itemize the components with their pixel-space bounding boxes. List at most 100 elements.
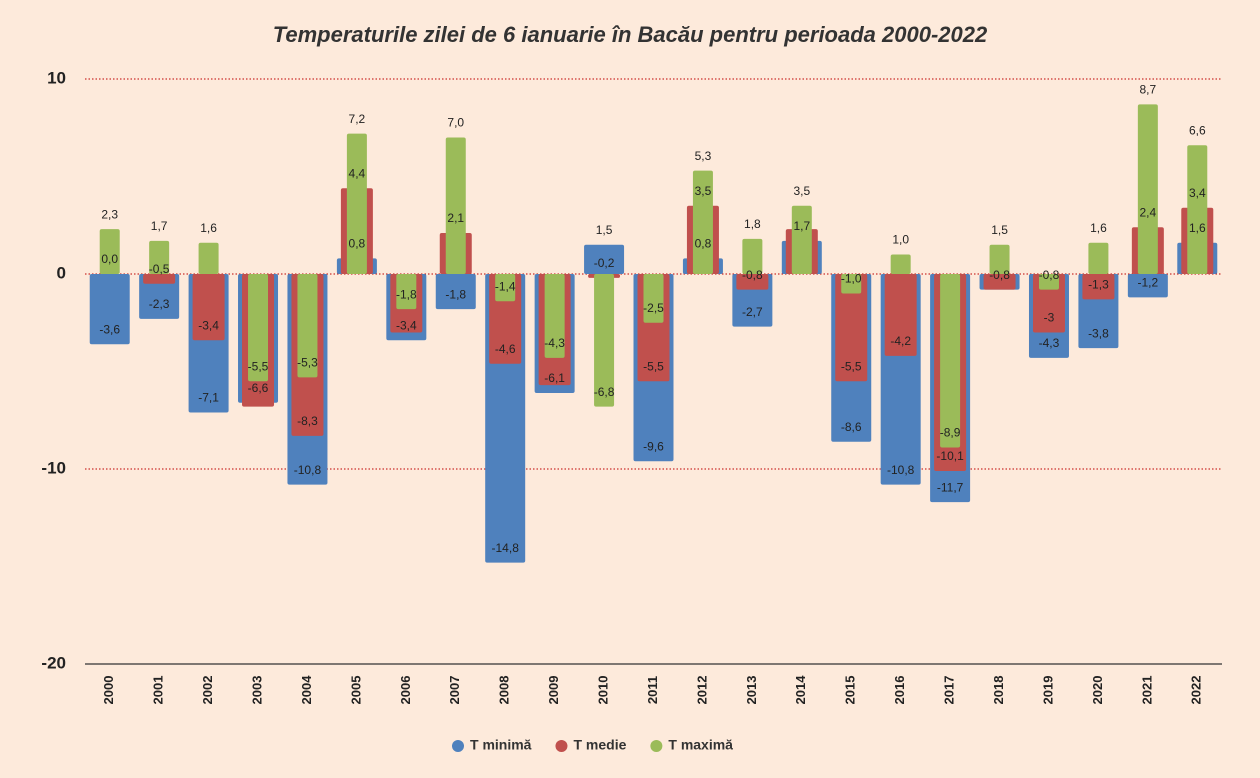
- data-label: -0,8: [989, 268, 1010, 282]
- data-label: -6,6: [248, 381, 269, 395]
- x-tick-label: 2022: [1189, 676, 1204, 705]
- x-tick-label: 2019: [1040, 676, 1055, 705]
- data-label: 1,7: [151, 219, 168, 233]
- legend-label: T minimă: [470, 737, 532, 753]
- data-label: -0,8: [742, 268, 763, 282]
- data-label: 1,6: [1189, 221, 1206, 235]
- x-tick-label: 2000: [101, 676, 116, 705]
- data-label: -10,8: [294, 463, 322, 477]
- data-label: -3,4: [396, 318, 417, 332]
- data-label: 7,2: [349, 112, 366, 126]
- data-label: 8,7: [1140, 83, 1157, 97]
- x-tick-label: 2004: [299, 675, 314, 705]
- x-tick-label: 2011: [645, 676, 660, 704]
- data-label: 1,7: [793, 219, 810, 233]
- data-label: -10,8: [887, 463, 915, 477]
- data-label: -4,3: [544, 336, 565, 350]
- x-tick-label: 2016: [892, 676, 907, 705]
- data-label: -4,2: [890, 334, 911, 348]
- data-label: 3,5: [793, 184, 810, 198]
- y-tick-label: -20: [41, 653, 66, 672]
- data-label: 1,0: [892, 233, 909, 247]
- bar: [89, 274, 130, 345]
- data-label: -11,7: [937, 480, 964, 494]
- data-label: -1,0: [841, 272, 862, 286]
- data-label: 1,8: [744, 217, 761, 231]
- data-label: 1,6: [1090, 221, 1107, 235]
- data-label: -8,3: [297, 414, 318, 428]
- bar: [1187, 145, 1208, 274]
- bar: [1038, 274, 1059, 290]
- bar: [584, 244, 625, 274]
- data-label: -6,8: [594, 385, 615, 399]
- data-label: -0,2: [594, 256, 615, 270]
- y-tick-label: -10: [41, 458, 66, 477]
- bar: [983, 274, 1016, 290]
- x-tick-label: 2010: [596, 676, 611, 705]
- data-label: -3: [1044, 311, 1055, 325]
- data-label: -1,8: [396, 287, 417, 301]
- bar: [940, 274, 961, 448]
- data-label: -0,5: [149, 262, 170, 276]
- y-tick-label: 10: [47, 68, 66, 87]
- bar: [1137, 104, 1158, 274]
- bar: [143, 274, 176, 284]
- x-tick-label: 2015: [843, 676, 858, 705]
- data-label: 0,0: [101, 252, 118, 266]
- data-label: -3,4: [198, 318, 219, 332]
- bar: [192, 274, 225, 341]
- x-tick-label: 2021: [1139, 676, 1154, 705]
- bar: [198, 242, 219, 274]
- data-label: -2,3: [149, 297, 170, 311]
- bar: [445, 137, 466, 274]
- bar: [890, 254, 911, 274]
- data-label: -1,2: [1138, 276, 1159, 290]
- data-label: 3,5: [695, 184, 712, 198]
- data-label: -4,3: [1039, 336, 1060, 350]
- data-label: -1,8: [445, 287, 466, 301]
- bar: [1088, 242, 1109, 274]
- bar: [248, 274, 269, 382]
- bar: [643, 274, 664, 323]
- data-label: 6,6: [1189, 123, 1206, 137]
- bar: [1127, 274, 1168, 298]
- data-label: -9,6: [643, 439, 664, 453]
- bar: [692, 170, 713, 274]
- data-label: 0,8: [349, 237, 366, 251]
- data-label: 7,0: [447, 116, 464, 130]
- bar: [346, 133, 367, 274]
- bar: [989, 244, 1010, 274]
- bar: [396, 274, 417, 310]
- data-label: -14,8: [492, 541, 520, 555]
- data-label: -3,6: [99, 322, 120, 336]
- bar: [297, 274, 318, 378]
- data-label: 2,3: [101, 207, 118, 221]
- legend-marker: [650, 740, 663, 752]
- x-tick-label: 2017: [942, 676, 957, 705]
- x-tick-label: 2012: [694, 676, 709, 705]
- x-tick-label: 2006: [398, 676, 413, 705]
- data-label: 2,4: [1140, 205, 1157, 219]
- bar: [742, 238, 763, 274]
- data-label: 1,5: [596, 223, 613, 237]
- legend-marker: [452, 740, 464, 752]
- data-label: -5,5: [643, 359, 664, 373]
- data-label: -8,6: [841, 420, 862, 434]
- x-tick-label: 2001: [151, 676, 166, 705]
- bar: [435, 274, 476, 310]
- data-label: -2,5: [643, 301, 664, 315]
- legend-label: T medie: [573, 737, 626, 753]
- x-tick-label: 2005: [348, 676, 363, 705]
- bar: [791, 205, 812, 274]
- data-label: -5,5: [248, 359, 269, 373]
- x-tick-label: 2008: [497, 676, 512, 705]
- data-label: -0,8: [1039, 268, 1060, 282]
- data-label: -10,1: [936, 449, 964, 463]
- x-tick-label: 2003: [249, 676, 264, 705]
- data-label: 2,1: [447, 211, 464, 225]
- x-tick-label: 2018: [991, 676, 1006, 705]
- bar: [841, 274, 862, 294]
- bar: [884, 274, 917, 356]
- x-tick-label: 2002: [200, 676, 215, 705]
- legend-label: T maximă: [668, 737, 733, 753]
